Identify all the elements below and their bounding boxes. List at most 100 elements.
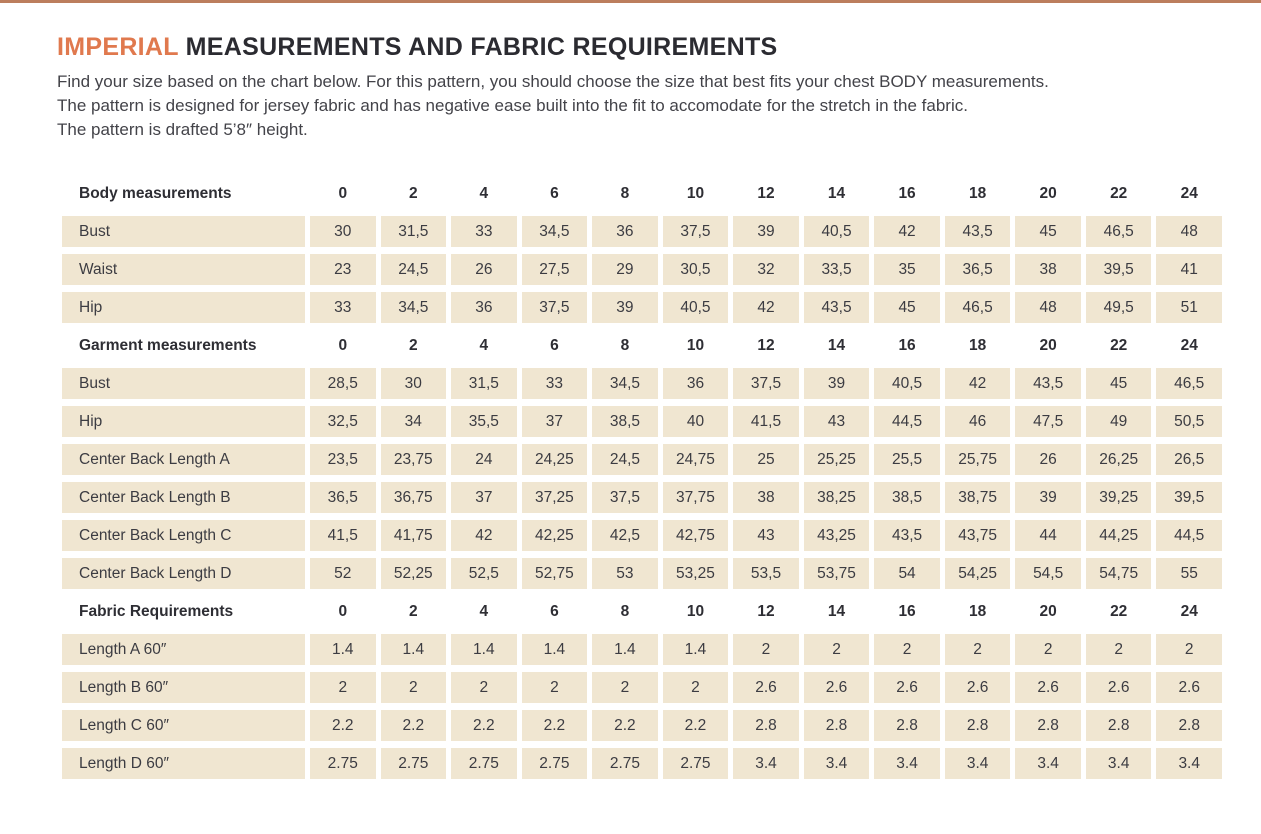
size-header-cell: 18 bbox=[968, 185, 987, 202]
size-header-cell: 16 bbox=[898, 603, 916, 620]
size-header-cell: 20 bbox=[1039, 337, 1057, 354]
table-row: Length A 60″ 1.4 1.4 1.4 1.4 1.4 1.4 2 2 2 2 2 2 2 bbox=[62, 634, 1222, 665]
section-header-label: Garment measurements bbox=[79, 337, 257, 354]
value-cell: 39,25 bbox=[1085, 482, 1152, 513]
value-cell: 3.4 bbox=[733, 748, 799, 779]
value-cell: 3.4 bbox=[874, 748, 940, 779]
table-row: Length B 60″ 2 2 2 2 2 2 2.6 2.6 2.6 2.6 2.6 2.6 2.6 bbox=[62, 672, 1222, 703]
size-header-cell: 22 bbox=[1110, 185, 1128, 202]
row-label-cell: Center Back Length C bbox=[62, 520, 305, 551]
row-label-cell: Length D 60″ bbox=[62, 748, 305, 779]
size-header-cell: 20 bbox=[1039, 603, 1057, 620]
value-cell: 2.2 bbox=[592, 710, 658, 741]
value-cell: 2.8 bbox=[1015, 710, 1081, 741]
value-cell: 24,25 bbox=[521, 444, 588, 475]
intro-text: Find your size based on the chart below.… bbox=[57, 70, 1217, 142]
value-cell: 2.2 bbox=[380, 710, 447, 741]
value-cell: 24,5 bbox=[380, 254, 447, 285]
value-cell: 2.75 bbox=[451, 748, 517, 779]
value-cell: 2.75 bbox=[310, 748, 376, 779]
value-cell: 46,5 bbox=[1085, 216, 1152, 247]
value-cell: 2 bbox=[592, 672, 658, 703]
value-cell: 3.4 bbox=[803, 748, 870, 779]
size-header-cell: 2 bbox=[408, 185, 418, 202]
value-cell: 37 bbox=[521, 406, 588, 437]
intro-line-3: The pattern is drafted 5’8″ height. bbox=[57, 120, 308, 139]
value-cell: 2.8 bbox=[803, 710, 870, 741]
size-header-cell: 10 bbox=[686, 603, 705, 620]
table-row: Bust 30 31,5 33 34,5 36 37,5 39 40,5 42 43,5 45 46,5… bbox=[62, 216, 1222, 247]
size-header-cell: 6 bbox=[550, 185, 559, 202]
value-cell: 35,5 bbox=[451, 406, 517, 437]
value-cell: 26,5 bbox=[1156, 444, 1222, 475]
section-header-label: Fabric Requirements bbox=[79, 603, 234, 620]
size-header-cell: 16 bbox=[898, 337, 916, 354]
value-cell: 2.2 bbox=[451, 710, 517, 741]
value-cell: 46,5 bbox=[944, 292, 1011, 323]
value-cell: 2.6 bbox=[874, 672, 940, 703]
size-header-cell: 12 bbox=[757, 185, 775, 202]
value-cell: 37 bbox=[451, 482, 517, 513]
value-cell: 34,5 bbox=[592, 368, 658, 399]
section-header-label: Body measurements bbox=[79, 185, 232, 202]
table-row: Center Back Length D 52 52,25 52,5 52,75 53 53… bbox=[62, 558, 1222, 589]
value-cell: 3.4 bbox=[1085, 748, 1152, 779]
size-header-cell: 22 bbox=[1110, 603, 1128, 620]
size-header-cell: 18 bbox=[968, 337, 987, 354]
row-label-cell: Length C 60″ bbox=[62, 710, 305, 741]
value-cell: 29 bbox=[592, 254, 658, 285]
value-cell: 1.4 bbox=[451, 634, 517, 665]
value-cell: 37,5 bbox=[592, 482, 658, 513]
value-cell: 2 bbox=[662, 672, 729, 703]
value-cell: 32,5 bbox=[310, 406, 376, 437]
size-header-cell: 10 bbox=[686, 337, 705, 354]
row-label-cell: Bust bbox=[62, 368, 305, 399]
size-header-cell: 22 bbox=[1110, 337, 1128, 354]
value-cell: 53,75 bbox=[803, 558, 870, 589]
value-cell: 2 bbox=[521, 672, 588, 703]
size-table: Body measurements 0 2 4 6 8 10 12 14 16 18 20 22 24 Bu… bbox=[62, 178, 1222, 779]
value-cell: 3.4 bbox=[1015, 748, 1081, 779]
size-header-cell: 24 bbox=[1180, 185, 1198, 202]
value-cell: 44 bbox=[1015, 520, 1081, 551]
page-title-rest: MEASUREMENTS AND FABRIC REQUIREMENTS bbox=[178, 33, 778, 61]
value-cell: 40,5 bbox=[874, 368, 940, 399]
page-content: IMPERIAL MEASUREMENTS AND FABRIC REQUIRE… bbox=[0, 3, 1261, 779]
value-cell: 31,5 bbox=[380, 216, 447, 247]
value-cell: 24,75 bbox=[662, 444, 729, 475]
value-cell: 43,5 bbox=[803, 292, 870, 323]
value-cell: 23,5 bbox=[310, 444, 376, 475]
value-cell: 48 bbox=[1015, 292, 1081, 323]
value-cell: 26 bbox=[451, 254, 517, 285]
size-header-cell: 24 bbox=[1180, 603, 1198, 620]
value-cell: 37,5 bbox=[662, 216, 729, 247]
value-cell: 54 bbox=[874, 558, 940, 589]
intro-line-1: Find your size based on the chart below.… bbox=[57, 72, 1049, 91]
value-cell: 44,5 bbox=[874, 406, 940, 437]
size-header-cell: 12 bbox=[757, 603, 775, 620]
value-cell: 49 bbox=[1085, 406, 1152, 437]
value-cell: 37,75 bbox=[662, 482, 729, 513]
value-cell: 54,25 bbox=[944, 558, 1011, 589]
value-cell: 2.2 bbox=[521, 710, 588, 741]
value-cell: 34,5 bbox=[521, 216, 588, 247]
value-cell: 1.4 bbox=[521, 634, 588, 665]
row-label-cell: Center Back Length B bbox=[62, 482, 305, 513]
value-cell: 43 bbox=[733, 520, 799, 551]
value-cell: 25,5 bbox=[874, 444, 940, 475]
value-cell: 2.6 bbox=[944, 672, 1011, 703]
value-cell: 36 bbox=[451, 292, 517, 323]
value-cell: 46,5 bbox=[1156, 368, 1222, 399]
table-row: Hip 33 34,5 36 37,5 39 40,5 42 43,5 45 46,5 48 49,5 5… bbox=[62, 292, 1222, 323]
value-cell: 41,75 bbox=[380, 520, 447, 551]
value-cell: 43,5 bbox=[874, 520, 940, 551]
value-cell: 37,25 bbox=[521, 482, 588, 513]
value-cell: 42 bbox=[451, 520, 517, 551]
value-cell: 23,75 bbox=[380, 444, 447, 475]
size-header-cell: 20 bbox=[1039, 185, 1057, 202]
value-cell: 52,5 bbox=[451, 558, 517, 589]
table-row: Bust 28,5 30 31,5 33 34,5 36 37,5 39 40,5 42 43,5 45… bbox=[62, 368, 1222, 399]
size-header-cell: 6 bbox=[550, 603, 559, 620]
value-cell: 30 bbox=[380, 368, 447, 399]
value-cell: 25 bbox=[733, 444, 799, 475]
